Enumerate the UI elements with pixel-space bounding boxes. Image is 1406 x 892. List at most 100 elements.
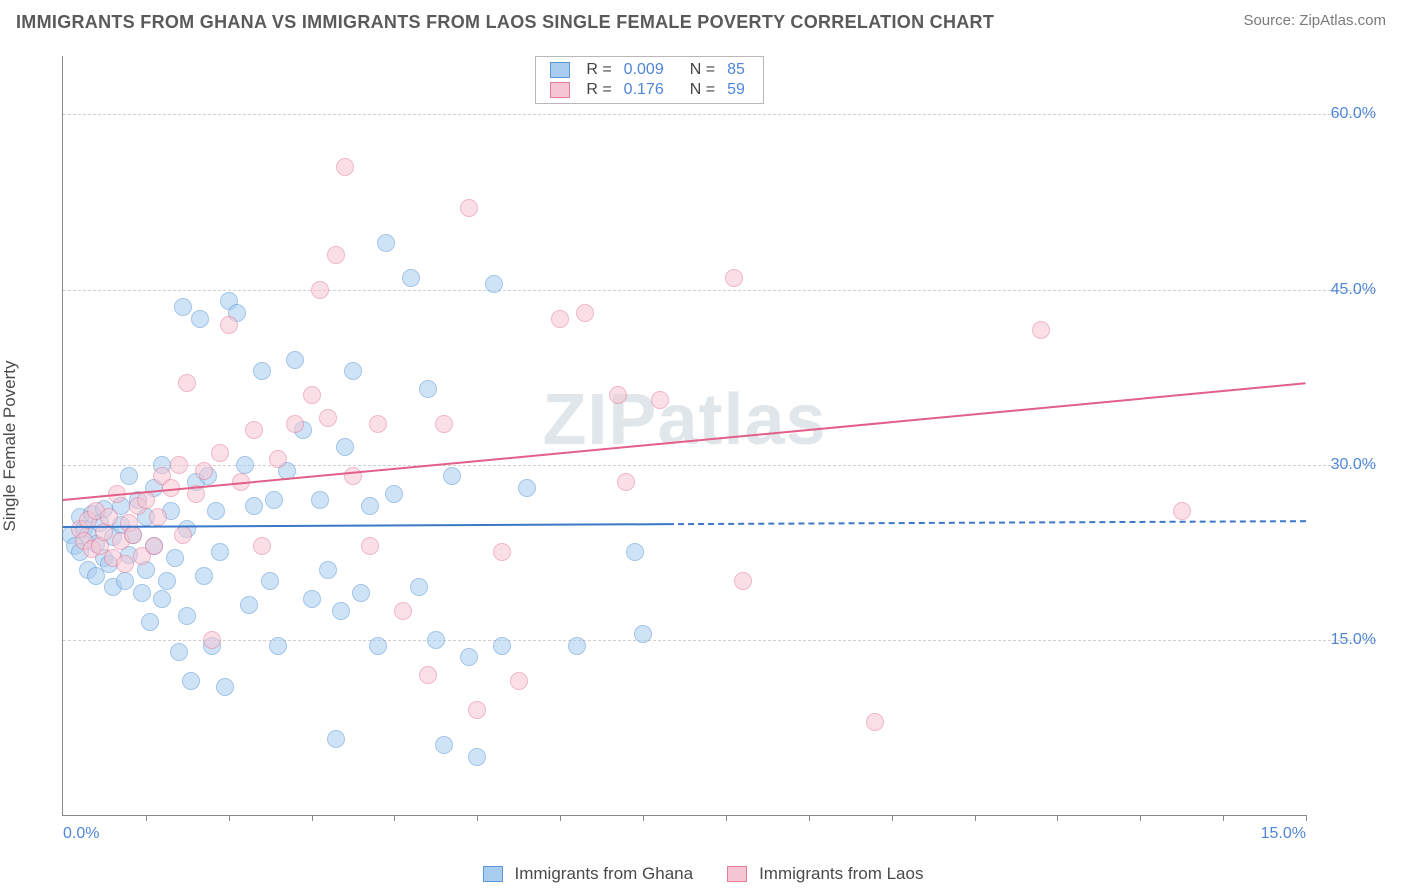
- scatter-point: [236, 456, 254, 474]
- x-tick-label: 0.0%: [63, 825, 99, 843]
- scatter-point: [261, 572, 279, 590]
- scatter-point: [211, 444, 229, 462]
- scatter-point: [443, 467, 461, 485]
- legend-swatch: [483, 866, 503, 882]
- scatter-point: [303, 590, 321, 608]
- y-tick-label: 15.0%: [1331, 631, 1376, 649]
- r-label: R =: [582, 80, 619, 100]
- scatter-point: [551, 310, 569, 328]
- x-tick-mark: [809, 815, 810, 821]
- scatter-point: [245, 421, 263, 439]
- scatter-point: [336, 158, 354, 176]
- legend-swatch: [727, 866, 747, 882]
- scatter-point: [1173, 502, 1191, 520]
- scatter-point: [216, 678, 234, 696]
- legend-label: Immigrants from Ghana: [515, 864, 694, 884]
- source-attribution: Source: ZipAtlas.com: [1243, 12, 1386, 29]
- scatter-point: [191, 310, 209, 328]
- scatter-point: [166, 549, 184, 567]
- trend-line: [63, 521, 1306, 527]
- scatter-point: [352, 584, 370, 602]
- scatter-point: [311, 491, 329, 509]
- scatter-point: [174, 298, 192, 316]
- scatter-point: [468, 748, 486, 766]
- scatter-point: [269, 637, 287, 655]
- y-axis-label: Single Female Poverty: [0, 360, 20, 531]
- r-value: 0.176: [620, 80, 672, 100]
- x-tick-mark: [1140, 815, 1141, 821]
- gridline: [63, 640, 1376, 641]
- x-tick-label: 15.0%: [1261, 825, 1306, 843]
- x-tick-mark: [477, 815, 478, 821]
- scatter-point: [410, 578, 428, 596]
- scatter-point: [158, 572, 176, 590]
- scatter-point: [419, 380, 437, 398]
- scatter-point: [734, 572, 752, 590]
- legend-stats-row: R =0.009N =85: [546, 60, 753, 80]
- scatter-point: [427, 631, 445, 649]
- scatter-point: [344, 362, 362, 380]
- scatter-point: [319, 409, 337, 427]
- correlation-chart: Single Female Poverty ZIPatlas 15.0%30.0…: [16, 46, 1386, 846]
- scatter-point: [385, 485, 403, 503]
- x-tick-mark: [726, 815, 727, 821]
- scatter-point: [303, 386, 321, 404]
- legend-stats: R =0.009N =85R =0.176 N =59: [535, 56, 764, 104]
- y-tick-label: 45.0%: [1331, 281, 1376, 299]
- legend-swatch: [550, 82, 570, 98]
- n-label: N =: [686, 80, 723, 100]
- scatter-point: [149, 508, 167, 526]
- x-tick-mark: [1223, 815, 1224, 821]
- scatter-point: [141, 613, 159, 631]
- scatter-point: [145, 537, 163, 555]
- page-title: IMMIGRANTS FROM GHANA VS IMMIGRANTS FROM…: [16, 12, 994, 33]
- scatter-point: [435, 736, 453, 754]
- scatter-point: [253, 537, 271, 555]
- scatter-point: [182, 672, 200, 690]
- scatter-point: [265, 491, 283, 509]
- x-tick-mark: [1057, 815, 1058, 821]
- scatter-point: [485, 275, 503, 293]
- n-value: 59: [723, 80, 753, 100]
- scatter-point: [170, 456, 188, 474]
- x-tick-mark: [229, 815, 230, 821]
- n-value: 85: [723, 60, 753, 80]
- scatter-point: [725, 269, 743, 287]
- scatter-point: [369, 415, 387, 433]
- x-tick-mark: [643, 815, 644, 821]
- scatter-point: [651, 391, 669, 409]
- legend-swatch: [550, 62, 570, 78]
- legend-item: Immigrants from Ghana: [483, 864, 694, 884]
- scatter-point: [203, 631, 221, 649]
- scatter-point: [402, 269, 420, 287]
- scatter-point: [377, 234, 395, 252]
- scatter-point: [170, 643, 188, 661]
- scatter-point: [319, 561, 337, 579]
- x-tick-mark: [975, 815, 976, 821]
- scatter-point: [286, 415, 304, 433]
- scatter-point: [468, 701, 486, 719]
- scatter-point: [634, 625, 652, 643]
- scatter-point: [518, 479, 536, 497]
- x-tick-mark: [394, 815, 395, 821]
- scatter-point: [211, 543, 229, 561]
- scatter-point: [327, 730, 345, 748]
- scatter-point: [220, 316, 238, 334]
- scatter-point: [133, 584, 151, 602]
- y-tick-label: 30.0%: [1331, 456, 1376, 474]
- gridline: [63, 465, 1376, 466]
- scatter-point: [120, 467, 138, 485]
- y-tick-label: 60.0%: [1331, 105, 1376, 123]
- scatter-point: [332, 602, 350, 620]
- scatter-point: [327, 246, 345, 264]
- scatter-point: [336, 438, 354, 456]
- scatter-point: [253, 362, 271, 380]
- scatter-point: [116, 572, 134, 590]
- scatter-point: [178, 607, 196, 625]
- scatter-point: [568, 637, 586, 655]
- scatter-point: [100, 508, 118, 526]
- scatter-point: [124, 526, 142, 544]
- gridline: [63, 114, 1376, 115]
- legend-stats-row: R =0.176 N =59: [546, 80, 753, 100]
- scatter-point: [435, 415, 453, 433]
